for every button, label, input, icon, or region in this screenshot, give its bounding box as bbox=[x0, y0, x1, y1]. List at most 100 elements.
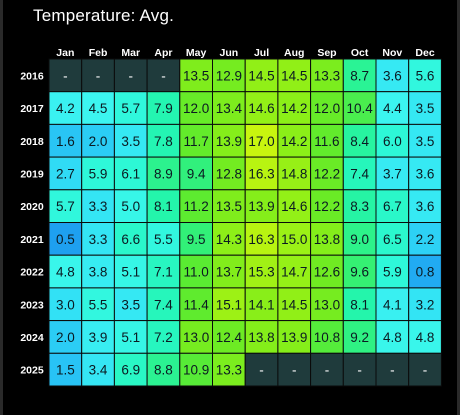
cell-value-label: 6.6 bbox=[121, 232, 140, 247]
cell-value-label: 2.0 bbox=[89, 134, 108, 149]
cell-value-label: 12.4 bbox=[216, 330, 243, 345]
heatmap-cell bbox=[48, 156, 83, 191]
column-header: Aug bbox=[284, 47, 304, 59]
cell-value-label: 15.3 bbox=[248, 265, 274, 280]
cell-value-label: 5.0 bbox=[121, 199, 140, 214]
heatmap-cell bbox=[408, 58, 442, 93]
heatmap-cell bbox=[81, 189, 115, 224]
heatmap-cell bbox=[277, 189, 312, 224]
heatmap-cell bbox=[408, 287, 442, 322]
heatmap-cell bbox=[179, 352, 214, 387]
heatmap-cell bbox=[244, 91, 279, 125]
heatmap-cell bbox=[146, 91, 181, 125]
cell-value-label: 15.1 bbox=[216, 297, 242, 312]
cell-value-label: 3.3 bbox=[89, 199, 108, 214]
cell-value-label: 8.3 bbox=[350, 199, 369, 214]
row-header: 2022 bbox=[20, 267, 44, 279]
cell-value-label: 8.8 bbox=[154, 363, 173, 378]
cell-value-label: 3.3 bbox=[89, 232, 108, 247]
cell-value-label: - bbox=[292, 363, 297, 378]
column-header: Jul bbox=[254, 47, 269, 59]
cell-value-label: 6.5 bbox=[383, 232, 402, 247]
heatmap-cell bbox=[310, 91, 344, 125]
cell-value-label: 4.8 bbox=[416, 330, 435, 345]
cell-value-label: 8.4 bbox=[350, 134, 369, 149]
cell-value-label: 9.0 bbox=[350, 232, 369, 247]
cell-value-label: - bbox=[390, 363, 395, 378]
heatmap-cell bbox=[48, 123, 83, 158]
column-header: Sep bbox=[317, 47, 336, 59]
heatmap-cell bbox=[212, 91, 246, 125]
heatmap-cell bbox=[244, 156, 279, 191]
cell-value-label: 12.2 bbox=[314, 199, 340, 214]
row-header: 2024 bbox=[20, 332, 44, 344]
cell-value-label: - bbox=[129, 68, 134, 83]
heatmap-cell bbox=[113, 58, 148, 93]
cell-value-label: 6.1 bbox=[121, 166, 140, 181]
column-header: Oct bbox=[351, 47, 369, 59]
column-header: Feb bbox=[89, 47, 108, 59]
cell-value-label: 3.5 bbox=[121, 297, 140, 312]
column-header: Dec bbox=[415, 47, 434, 59]
cell-value-label: 14.5 bbox=[281, 297, 307, 312]
cell-value-label: 10.4 bbox=[347, 101, 374, 116]
cell-value-label: 3.5 bbox=[416, 134, 435, 149]
cell-value-label: 4.1 bbox=[383, 297, 402, 312]
cell-value-label: 11.6 bbox=[314, 134, 339, 149]
cell-value-label: 5.1 bbox=[121, 265, 140, 280]
heatmap-cell bbox=[408, 352, 442, 387]
cell-value-label: 6.9 bbox=[121, 363, 140, 378]
cell-value-label: 5.9 bbox=[383, 265, 402, 280]
heatmap-cell bbox=[244, 287, 279, 322]
cell-value-label: 3.9 bbox=[89, 330, 108, 345]
cell-value-label: 12.8 bbox=[216, 166, 242, 181]
cell-value-label: 5.6 bbox=[416, 68, 435, 83]
cell-value-label: 1.5 bbox=[56, 363, 75, 378]
heatmap-cell bbox=[408, 189, 442, 224]
heatmap-cell bbox=[277, 58, 312, 93]
cell-value-label: - bbox=[96, 68, 101, 83]
cell-value-label: 13.9 bbox=[248, 199, 274, 214]
heatmap-cell bbox=[375, 189, 410, 224]
window-edge-right bbox=[457, 0, 460, 415]
cell-value-label: 8.1 bbox=[154, 199, 173, 214]
cell-value-label: 10.8 bbox=[314, 330, 340, 345]
cell-value-label: 11.2 bbox=[184, 199, 209, 214]
cell-value-label: 3.6 bbox=[416, 199, 435, 214]
cell-value-label: 13.9 bbox=[216, 134, 242, 149]
heatmap-cell bbox=[146, 254, 181, 289]
column-header: Apr bbox=[154, 47, 172, 59]
heatmap-cell bbox=[375, 58, 410, 93]
cell-value-label: 5.7 bbox=[121, 101, 140, 116]
cell-value-label: 12.9 bbox=[216, 68, 242, 83]
cell-value-label: 3.4 bbox=[89, 363, 108, 378]
cell-value-label: 7.4 bbox=[154, 297, 173, 312]
heatmap-cell bbox=[179, 123, 214, 158]
heatmap-cell bbox=[310, 352, 344, 387]
cell-value-label: 2.7 bbox=[56, 166, 75, 181]
heatmap-cell bbox=[113, 91, 148, 125]
heatmap-cell bbox=[342, 254, 377, 289]
heatmap-cell bbox=[408, 91, 442, 125]
heatmap-cell bbox=[342, 352, 377, 387]
heatmap-cell bbox=[375, 352, 410, 387]
cell-value-label: 5.5 bbox=[89, 297, 108, 312]
cell-value-label: 9.6 bbox=[350, 265, 369, 280]
cell-value-label: 4.2 bbox=[56, 101, 75, 116]
cell-value-label: - bbox=[259, 363, 264, 378]
heatmap-cell bbox=[81, 91, 115, 125]
heatmap-cell bbox=[81, 156, 115, 191]
heatmap-cell bbox=[342, 287, 377, 322]
cell-value-label: 12.2 bbox=[314, 166, 340, 181]
cell-value-label: 13.4 bbox=[216, 101, 243, 116]
heatmap-cell bbox=[408, 320, 442, 354]
heatmap-cell bbox=[212, 58, 246, 93]
heatmap-cell bbox=[212, 287, 246, 322]
row-header: 2018 bbox=[20, 136, 44, 148]
heatmap-cell bbox=[81, 352, 115, 387]
heatmap-cell bbox=[48, 254, 83, 289]
cell-value-label: 3.7 bbox=[383, 166, 402, 181]
cell-value-label: 3.0 bbox=[56, 297, 75, 312]
